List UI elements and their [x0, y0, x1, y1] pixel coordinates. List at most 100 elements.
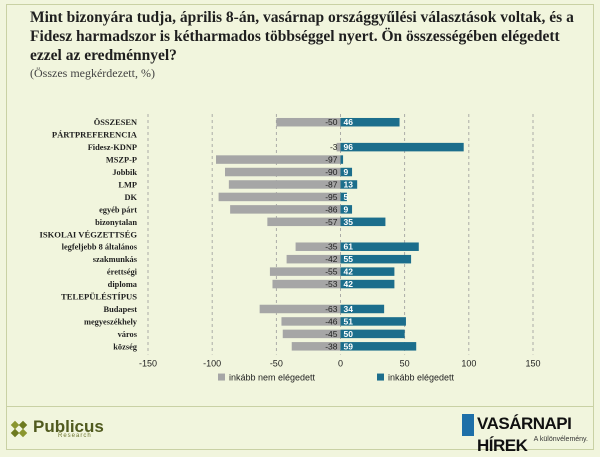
bar-negative — [225, 167, 341, 177]
row-label: MSZP-P — [106, 156, 137, 165]
data-label-negative: -87 — [325, 179, 338, 189]
data-label-positive: 9 — [344, 204, 349, 214]
row-label: legfeljebb 8 általános — [62, 243, 138, 252]
row-label: megyeszékhely — [84, 317, 138, 326]
legend-swatch — [377, 373, 384, 381]
row-label: Fidesz-KDNP — [88, 143, 137, 152]
vh-name: VASÁRNAPI HÍREK — [477, 414, 572, 455]
bar-negative — [259, 304, 341, 314]
row-label: szakmunkás — [93, 255, 138, 264]
data-label-negative: -46 — [325, 316, 338, 326]
row-label: bizonytalan — [95, 218, 137, 227]
data-label-negative: -63 — [325, 304, 338, 314]
bar-positive — [340, 304, 385, 314]
vh-box-icon — [462, 414, 474, 436]
data-label-positive: 50 — [344, 329, 354, 339]
bar-negative — [291, 342, 341, 351]
bar-positive — [340, 117, 400, 127]
data-label-negative: -38 — [325, 341, 338, 351]
publicus-diamond-icon — [10, 420, 28, 438]
data-label-negative: -42 — [325, 254, 338, 264]
x-tick-label: 150 — [525, 359, 540, 369]
row-group-header: TELEPÜLÉSTÍPUS — [61, 292, 137, 302]
bar-positive — [340, 142, 464, 152]
row-group-header: PÁRTPREFERENCIA — [52, 130, 138, 140]
data-label-positive: 9 — [344, 167, 349, 177]
row-labels: ÖSSZESEN PÁRTPREFERENCIA Fidesz-KDNP MSZP-P… — [39, 118, 137, 351]
bar-positive — [340, 217, 386, 227]
row-label: Budapest — [103, 305, 137, 314]
row-label: község — [113, 342, 138, 351]
chart-subtitle: (Összes megkérdezett, %) — [30, 66, 155, 80]
data-label-negative: -50 — [325, 117, 338, 127]
bar-positive — [340, 180, 358, 189]
data-label-positive: 59 — [344, 341, 354, 351]
bar-negative — [276, 117, 341, 127]
bar-negative — [336, 142, 341, 152]
bar-negative — [269, 267, 341, 276]
data-label-positive: 42 — [344, 267, 354, 277]
bar-negative — [286, 254, 341, 264]
publicus-name: Publicus — [33, 417, 104, 436]
row-label: ÖSSZESEN — [94, 118, 137, 127]
row-label: LMP — [118, 180, 137, 189]
data-label-negative: -86 — [325, 204, 338, 214]
row-label: DK — [124, 193, 137, 202]
bar-negative — [230, 205, 341, 214]
x-tick-label: 0 — [338, 359, 343, 369]
chart-title: Mint bizonyára tudja, április 8-án, vasá… — [30, 9, 574, 64]
publicus-logo: Publicus Research — [8, 418, 104, 440]
publicus-sub: Research — [58, 433, 92, 439]
bar-positive — [340, 155, 344, 164]
data-label-negative: -90 — [325, 167, 338, 177]
legend-label: inkább nem elégedett — [229, 373, 316, 383]
bar-positive — [340, 254, 412, 264]
data-label-positive: 42 — [344, 279, 354, 289]
data-label-negative: -55 — [325, 267, 338, 277]
row-group-header: ISKOLAI VÉGZETTSÉG — [39, 229, 137, 239]
legend-label: inkább elégedett — [388, 373, 455, 383]
bar-positive — [340, 205, 353, 214]
x-tick-label: -50 — [270, 359, 283, 369]
row-label: Jobbik — [112, 168, 137, 177]
data-label-negative: -97 — [325, 155, 338, 165]
vh-tagline: A különvélemény. — [533, 436, 588, 443]
data-label-negative: -3 — [330, 142, 338, 152]
bar-positive — [340, 192, 347, 202]
bar-negative — [272, 279, 341, 289]
data-label-negative: -53 — [325, 279, 338, 289]
bar-positive — [340, 317, 406, 326]
data-label-positive: 96 — [344, 142, 354, 152]
row-label: érettségi — [107, 268, 138, 277]
data-label-positive: 55 — [344, 254, 354, 264]
x-tick-label: -100 — [203, 359, 221, 369]
row-label: diploma — [108, 280, 138, 289]
x-axis-ticks: -150 -100 -50 0 50 100 150 — [139, 359, 541, 369]
data-label-positive: 61 — [344, 242, 354, 252]
bar-negative — [295, 242, 341, 251]
bar-negative — [228, 180, 341, 189]
bar-negative — [267, 217, 341, 227]
bar-negative — [218, 192, 341, 202]
row-label: egyéb párt — [99, 205, 137, 214]
bar-negative — [281, 317, 341, 326]
data-label-negative: -45 — [325, 329, 338, 339]
bar-positive — [340, 342, 417, 351]
data-label-positive: 51 — [344, 316, 354, 326]
gridlines — [147, 114, 534, 355]
data-label-positive: 46 — [344, 117, 354, 127]
footer-divider — [6, 406, 594, 407]
data-label-negative: -35 — [325, 242, 338, 252]
x-tick-label: -150 — [139, 359, 157, 369]
x-tick-label: 50 — [400, 359, 410, 369]
data-label-negative: -95 — [325, 192, 338, 202]
data-label-negative: -57 — [325, 217, 338, 227]
legend-swatch — [218, 373, 225, 381]
bar-positive — [340, 329, 405, 339]
data-label-positive: 13 — [344, 179, 354, 189]
bars: -50 46-3 96-97-90 9-87 13-95 5-86 9-57 35-35 61-… — [216, 117, 464, 351]
bar-negative — [282, 329, 341, 339]
row-label: város — [118, 330, 138, 339]
bar-positive — [340, 167, 353, 177]
bar-positive — [340, 279, 395, 289]
